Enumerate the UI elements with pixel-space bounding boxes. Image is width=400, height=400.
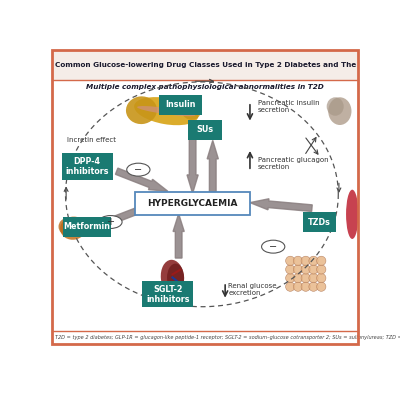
Circle shape [317, 256, 326, 266]
Circle shape [293, 256, 303, 266]
Ellipse shape [262, 240, 285, 253]
FancyBboxPatch shape [52, 50, 358, 80]
Ellipse shape [134, 97, 198, 125]
Text: SUs: SUs [196, 125, 214, 134]
Circle shape [286, 256, 295, 266]
Circle shape [301, 282, 310, 291]
FancyBboxPatch shape [135, 192, 250, 215]
Text: Renal glucose
excretion: Renal glucose excretion [228, 283, 277, 296]
Text: Metformin: Metformin [64, 222, 111, 231]
Circle shape [286, 265, 295, 274]
Text: Insulin: Insulin [165, 100, 196, 110]
Ellipse shape [161, 260, 184, 295]
Text: Common Glucose-lowering Drug Classes Used in Type 2 Diabetes and The: Common Glucose-lowering Drug Classes Use… [55, 62, 356, 68]
Ellipse shape [127, 163, 150, 176]
Text: +: + [106, 217, 114, 227]
Circle shape [309, 265, 318, 274]
FancyBboxPatch shape [304, 212, 336, 232]
Ellipse shape [99, 216, 122, 228]
Circle shape [317, 282, 326, 291]
Circle shape [301, 274, 310, 283]
Text: Multiple complex pathophysiological abnormalities in T2D: Multiple complex pathophysiological abno… [86, 84, 324, 90]
Polygon shape [173, 214, 184, 258]
Ellipse shape [182, 104, 200, 120]
Polygon shape [250, 199, 312, 212]
Text: SGLT-2
inhibitors: SGLT-2 inhibitors [146, 285, 190, 304]
Text: T2D = type 2 diabetes; GLP-1R = glucagon-like peptide-1 receptor; SGLT-2 = sodiu: T2D = type 2 diabetes; GLP-1R = glucagon… [55, 335, 400, 340]
Ellipse shape [328, 97, 352, 125]
Ellipse shape [327, 97, 344, 116]
Circle shape [301, 256, 310, 266]
Polygon shape [103, 200, 164, 227]
Text: Incretin effect: Incretin effect [67, 138, 116, 144]
FancyBboxPatch shape [188, 120, 222, 140]
Circle shape [317, 274, 326, 283]
Text: Pancreatic insulin
secretion: Pancreatic insulin secretion [258, 100, 319, 113]
FancyBboxPatch shape [142, 281, 193, 308]
Circle shape [317, 265, 326, 274]
Circle shape [293, 282, 303, 291]
Ellipse shape [58, 218, 76, 235]
Text: TZDs: TZDs [308, 218, 331, 226]
FancyBboxPatch shape [63, 217, 111, 237]
Ellipse shape [60, 216, 86, 240]
Text: −: − [134, 165, 142, 175]
Circle shape [286, 282, 295, 291]
Text: Pancreatic glucagon
secretion: Pancreatic glucagon secretion [258, 157, 328, 170]
FancyBboxPatch shape [62, 154, 113, 180]
FancyBboxPatch shape [158, 95, 202, 115]
Polygon shape [187, 122, 198, 193]
Ellipse shape [167, 264, 184, 291]
Circle shape [309, 256, 318, 266]
Polygon shape [207, 140, 218, 193]
Circle shape [301, 265, 310, 274]
Ellipse shape [346, 190, 358, 239]
Ellipse shape [126, 96, 157, 124]
Circle shape [309, 274, 318, 283]
Text: DPP-4
inhibitors: DPP-4 inhibitors [66, 157, 109, 176]
Text: HYPERGLYCAEMIA: HYPERGLYCAEMIA [147, 199, 238, 208]
Circle shape [293, 265, 303, 274]
Circle shape [286, 274, 295, 283]
Polygon shape [116, 168, 168, 191]
Circle shape [293, 274, 303, 283]
Ellipse shape [137, 106, 196, 116]
Text: −: − [269, 242, 277, 252]
Circle shape [309, 282, 318, 291]
